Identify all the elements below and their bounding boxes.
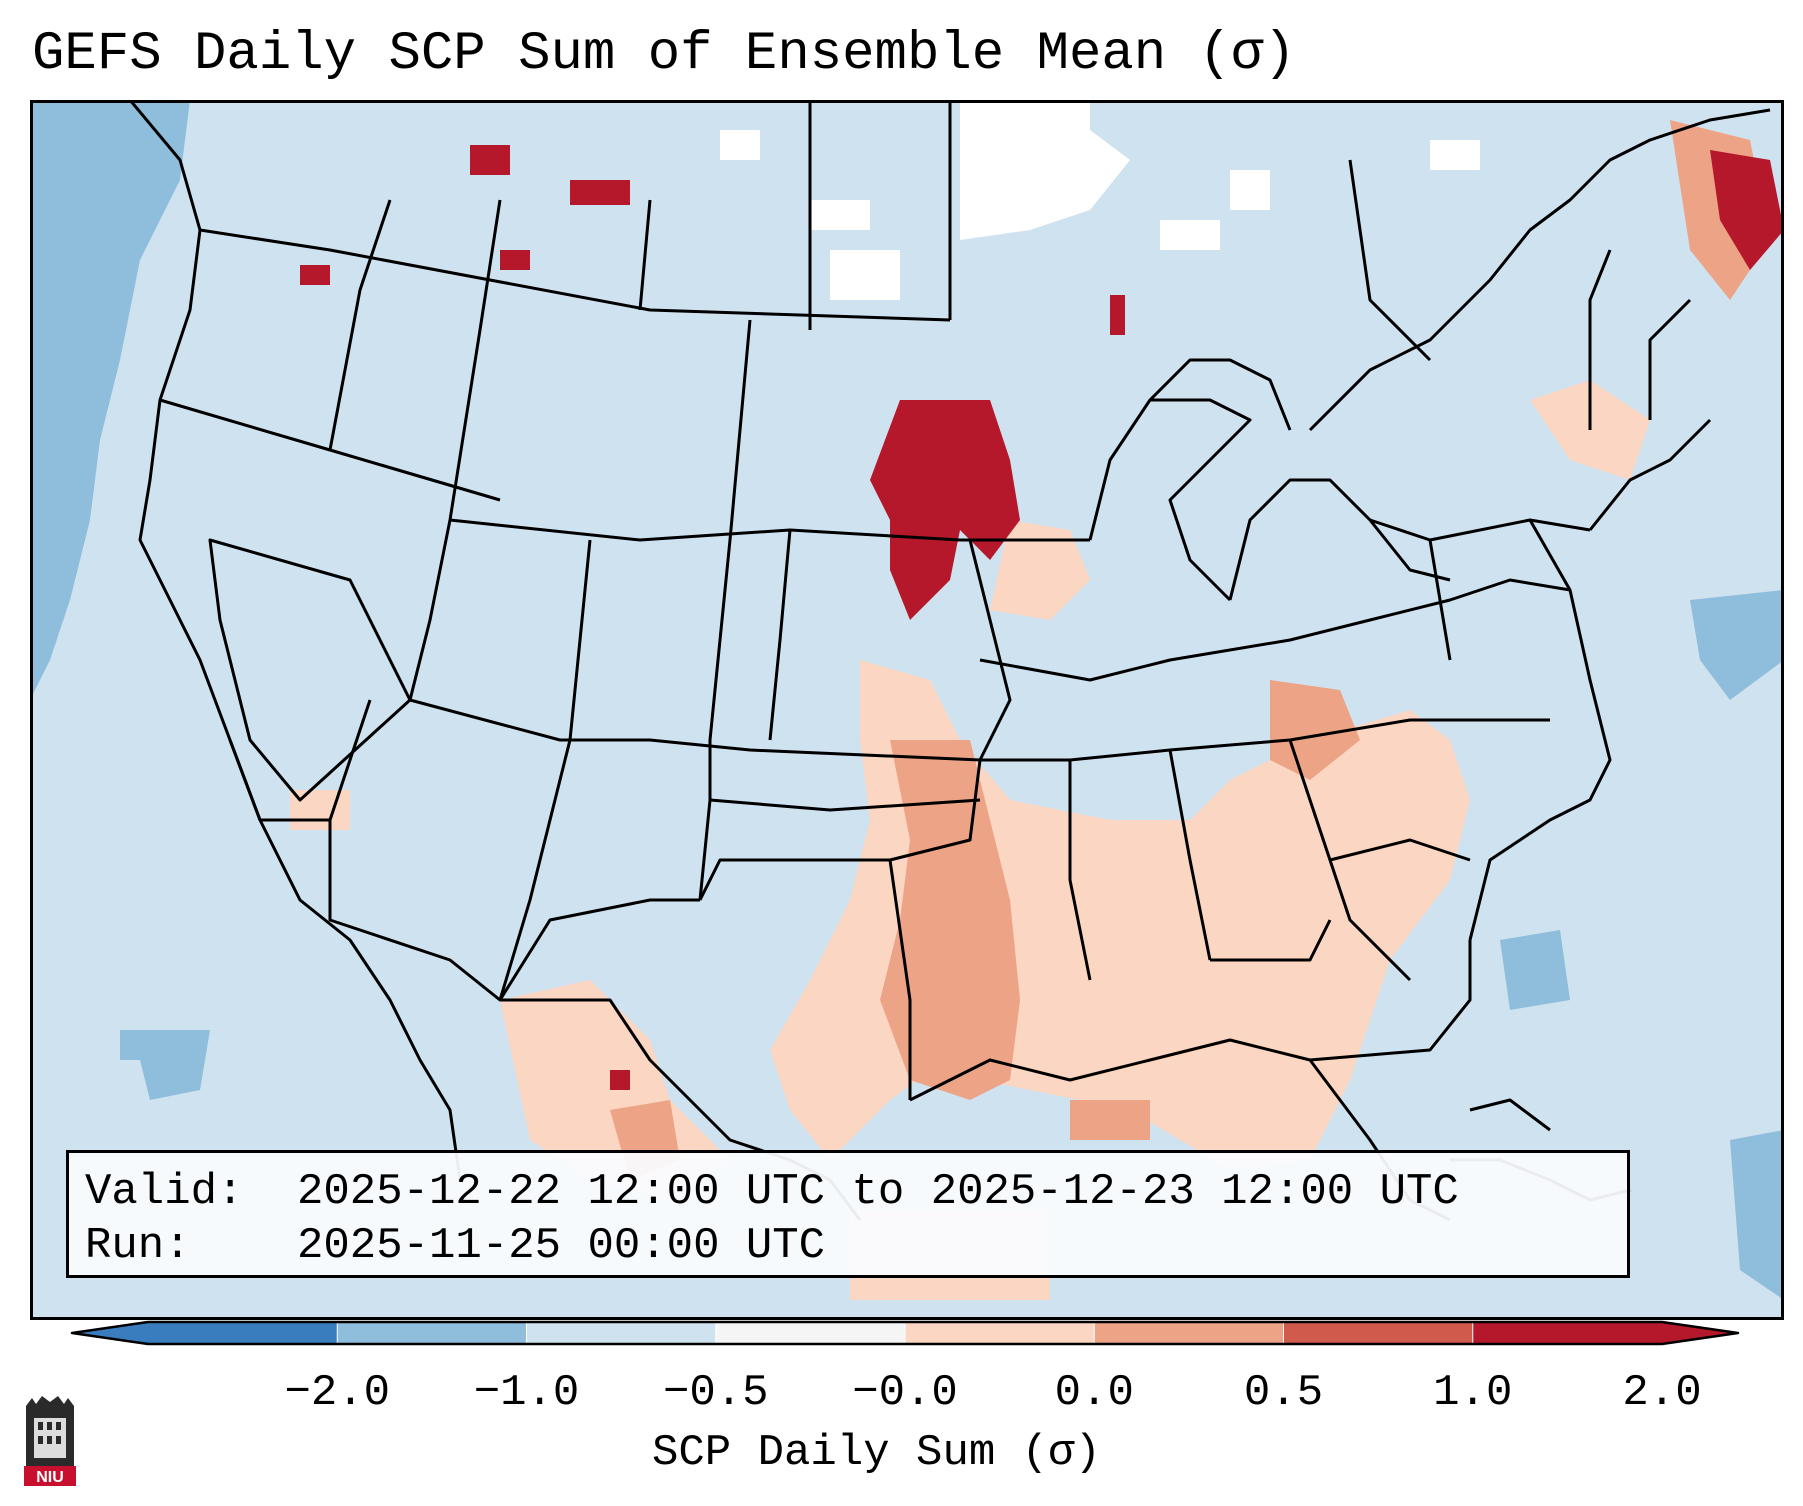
colorbar-segment xyxy=(1094,1322,1284,1344)
colorbar-segment xyxy=(1472,1322,1663,1344)
valid-row: Valid: 2025-12-22 12:00 UTC to 2025-12-23… xyxy=(85,1165,1627,1219)
map-title: GEFS Daily SCP Sum of Ensemble Mean (σ) xyxy=(32,24,1296,85)
negative-anomaly-areas xyxy=(30,100,1784,1300)
run-value: 2025-11-25 00:00 UTC xyxy=(297,1221,826,1271)
colorbar-tick-label: −2.0 xyxy=(284,1368,391,1418)
colorbar-segment xyxy=(905,1322,1095,1344)
run-row: Run: 2025-11-25 00:00 UTC xyxy=(85,1219,1627,1273)
colorbar-segment xyxy=(1283,1322,1474,1344)
colorbar-tick-label: 0.5 xyxy=(1243,1368,1324,1418)
colorbar-tick-label: 2.0 xyxy=(1622,1368,1702,1418)
svg-text:NIU: NIU xyxy=(36,1469,64,1486)
colorbar-label: SCP Daily Sum (σ) xyxy=(652,1428,1101,1478)
colorbar-tick-label: 1.0 xyxy=(1433,1368,1513,1418)
map-panel xyxy=(30,100,1784,1320)
near-zero-areas xyxy=(720,100,1480,300)
colorbar xyxy=(70,1320,1740,1346)
colorbar-tick-label: −0.0 xyxy=(852,1368,958,1418)
colorbar-segment xyxy=(526,1322,717,1344)
run-label: Run: xyxy=(85,1221,191,1271)
map-frame xyxy=(30,100,1784,1320)
colorbar-extend-low xyxy=(72,1322,148,1344)
valid-label: Valid: xyxy=(85,1167,244,1217)
high-positive-areas xyxy=(300,145,1784,1090)
valid-run-info-box: Valid: 2025-12-22 12:00 UTC to 2025-12-23… xyxy=(66,1150,1630,1278)
colorbar-segment xyxy=(148,1322,338,1344)
colorbar-tick-label: −1.0 xyxy=(473,1368,580,1418)
colorbar-segment xyxy=(337,1322,527,1344)
niu-logo: NIU xyxy=(24,1396,76,1486)
colorbar-tick-label: −0.5 xyxy=(662,1368,769,1418)
colorbar-segment xyxy=(715,1322,906,1344)
colorbar-tick-label: 0.0 xyxy=(1054,1368,1134,1418)
valid-value: 2025-12-22 12:00 UTC to 2025-12-23 12:00… xyxy=(297,1167,1459,1217)
boundary-lines xyxy=(128,100,1771,1222)
colorbar-extend-high xyxy=(1662,1322,1738,1344)
